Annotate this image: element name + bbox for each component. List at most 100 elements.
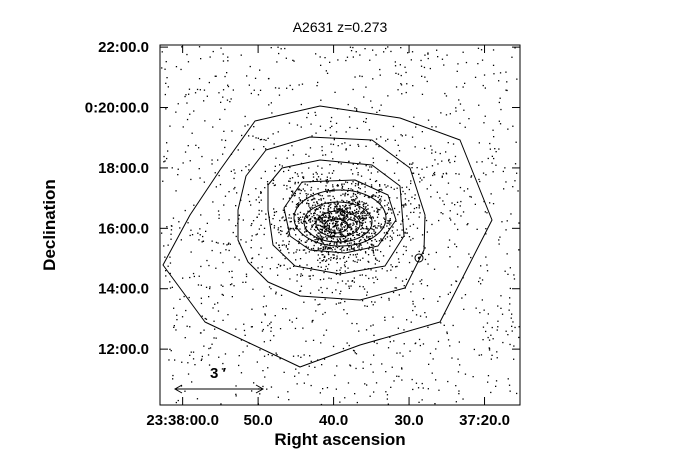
dot	[370, 363, 372, 366]
dot	[350, 229, 352, 231]
dot	[340, 248, 343, 250]
dot	[250, 224, 252, 227]
dot	[176, 319, 178, 321]
dot	[359, 259, 361, 261]
dot	[332, 195, 334, 198]
dot	[418, 250, 420, 253]
dot	[370, 100, 372, 102]
dot	[235, 395, 237, 397]
dot	[341, 183, 343, 185]
dot	[391, 230, 393, 232]
dot	[470, 256, 472, 259]
dot	[327, 209, 329, 211]
dot	[333, 219, 336, 221]
dot	[269, 339, 272, 342]
dot	[339, 218, 341, 220]
dot	[374, 301, 376, 303]
dot	[349, 249, 351, 251]
dot	[410, 182, 412, 185]
dot	[379, 202, 381, 204]
dot	[270, 47, 272, 49]
dot	[206, 95, 208, 97]
dot	[492, 64, 495, 66]
dot	[349, 144, 351, 146]
dot	[376, 259, 378, 261]
dot	[317, 247, 319, 249]
dot	[324, 298, 326, 300]
dot	[392, 125, 395, 128]
dot	[373, 282, 375, 284]
dot	[211, 163, 213, 165]
dot	[306, 116, 308, 119]
dot	[183, 295, 185, 298]
y-tick-label: 18:00.0	[98, 160, 149, 177]
dot	[252, 135, 254, 137]
dot	[272, 182, 274, 184]
dot	[297, 175, 299, 177]
dot	[200, 297, 202, 299]
dot	[410, 180, 412, 182]
dot	[382, 239, 384, 242]
dot	[478, 280, 480, 283]
dot	[378, 260, 380, 262]
dot	[349, 364, 351, 366]
dot	[353, 247, 355, 249]
dot	[343, 255, 345, 258]
dot	[215, 267, 217, 269]
dot	[279, 358, 281, 360]
dot	[365, 145, 367, 147]
dot	[350, 238, 352, 241]
dot	[337, 208, 339, 211]
dot	[320, 243, 322, 245]
dot	[314, 212, 316, 215]
dot	[294, 183, 296, 185]
dot	[175, 401, 177, 404]
dot	[312, 274, 314, 277]
dot	[401, 135, 403, 137]
dot	[372, 277, 374, 279]
dot	[289, 278, 291, 280]
dot	[344, 241, 346, 244]
dot	[364, 186, 366, 188]
dot	[341, 214, 343, 216]
dot	[330, 229, 332, 231]
dot	[332, 234, 334, 237]
dot	[180, 68, 182, 71]
dot	[342, 200, 345, 202]
dot	[479, 277, 481, 279]
dot	[485, 228, 487, 230]
dot	[293, 265, 295, 267]
dot	[335, 246, 337, 248]
dot	[273, 335, 275, 337]
dot	[489, 202, 491, 204]
dot	[273, 143, 275, 145]
dot	[491, 354, 493, 356]
dot	[272, 133, 274, 135]
dot	[342, 217, 345, 219]
dot	[408, 200, 410, 202]
dot	[346, 313, 348, 315]
dot	[228, 271, 230, 273]
dot	[309, 233, 311, 236]
dot	[457, 63, 459, 65]
dot	[334, 205, 336, 208]
dot	[350, 196, 352, 198]
dot	[361, 247, 363, 249]
dot	[322, 313, 324, 315]
dot	[318, 218, 321, 220]
dot	[428, 363, 430, 365]
dot	[335, 216, 337, 218]
dot	[231, 276, 233, 279]
dot	[312, 176, 315, 178]
dot	[277, 131, 279, 133]
dot	[319, 194, 321, 197]
dot	[374, 233, 376, 235]
dot	[285, 308, 287, 310]
plot-frame	[159, 44, 521, 406]
dot	[306, 215, 308, 217]
dot	[366, 212, 369, 214]
dot	[333, 234, 335, 237]
dot	[189, 354, 191, 356]
dot	[317, 165, 319, 167]
dot	[507, 128, 509, 130]
